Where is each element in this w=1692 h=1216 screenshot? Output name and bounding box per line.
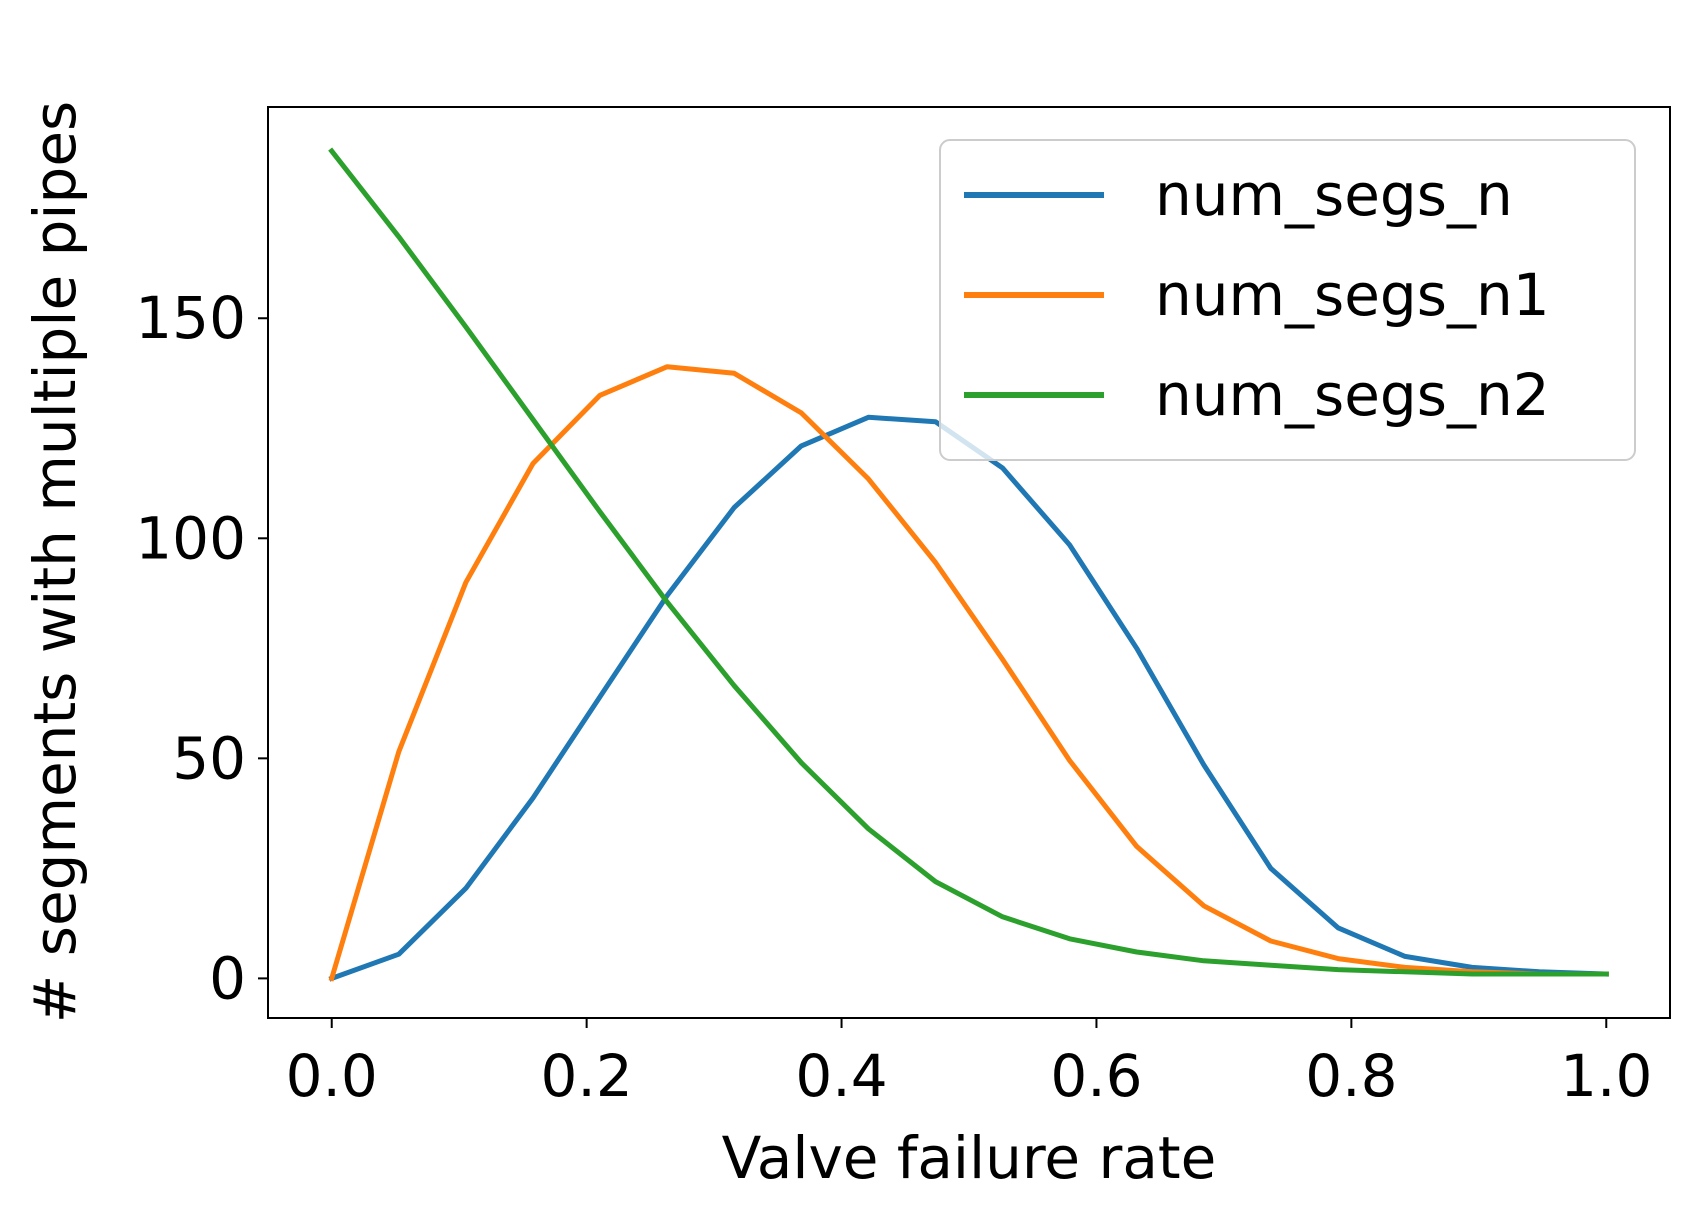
legend-box (939, 139, 1636, 461)
y-tick-label: 50 (172, 724, 246, 792)
x-tick-label: 0.4 (795, 1042, 887, 1110)
legend-label-num_segs_n2: num_segs_n2 (1155, 361, 1550, 429)
axis-ticks: 0.0 0.2 0.4 0.6 0.8 1.0 0 50 100 150 (135, 284, 1652, 1110)
series-line-num_segs_n2 (328, 147, 1609, 977)
axes-frame (267, 106, 1671, 1019)
x-tick-label: 0.8 (1305, 1042, 1397, 1110)
legend: num_segs_n num_segs_n1 num_segs_n2 (939, 139, 1636, 461)
x-axis-label: Valve failure rate (722, 1124, 1217, 1192)
x-tick-label: 0.0 (286, 1042, 378, 1110)
x-tick-label: 1.0 (1560, 1042, 1652, 1110)
x-tick-label: 0.2 (541, 1042, 633, 1110)
series-line-num_segs_n1 (328, 364, 1609, 982)
x-tick-label: 0.6 (1050, 1042, 1142, 1110)
y-tick-label: 0 (209, 944, 246, 1012)
y-tick-label: 150 (135, 284, 246, 352)
y-tick-label: 100 (135, 504, 246, 572)
y-axis-label: # segments with multiple pipes (21, 101, 89, 1024)
legend-label-num_segs_n: num_segs_n (1155, 161, 1513, 229)
legend-label-num_segs_n1: num_segs_n1 (1155, 261, 1550, 329)
